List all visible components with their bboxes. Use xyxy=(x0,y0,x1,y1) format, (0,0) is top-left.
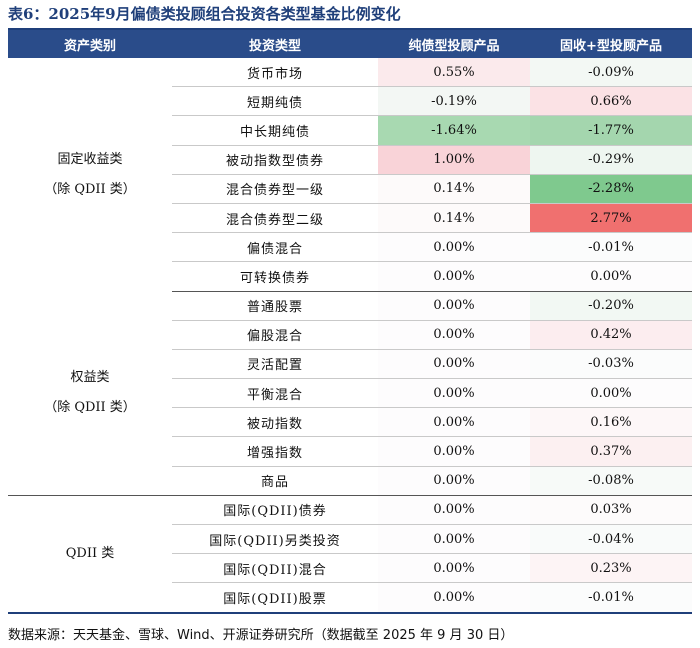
fixed-income-plus-value: -0.08% xyxy=(530,466,692,496)
fixed-income-plus-value: 0.66% xyxy=(530,86,692,117)
type-cell: 可转换债券 xyxy=(172,261,378,292)
table-row: 短期纯债 -0.19% 0.66% xyxy=(8,86,692,117)
pure-bond-value: 0.00% xyxy=(378,466,530,496)
type-cell: 偏股混合 xyxy=(172,320,378,350)
type-cell: 货币市场 xyxy=(172,58,378,88)
fixed-income-plus-value: -0.20% xyxy=(530,291,692,321)
fixed-income-plus-value: -2.28% xyxy=(530,174,692,204)
title-rule xyxy=(8,28,692,30)
table-row: 商品 0.00% -0.08% xyxy=(8,466,692,496)
header-fixed-income-plus: 固收+型投顾产品 xyxy=(530,30,692,58)
table-row: QDII 类 国际(QDII)债券 0.00% 0.03% xyxy=(8,495,692,614)
type-cell: 国际(QDII)股票 xyxy=(172,582,378,614)
fixed-income-plus-value: -0.29% xyxy=(530,145,692,175)
pure-bond-value: 0.00% xyxy=(378,495,530,526)
fixed-income-plus-value: -1.77% xyxy=(530,115,692,146)
header-pure-bond: 纯债型投顾产品 xyxy=(378,30,530,58)
category-label: 固定收益类 xyxy=(57,151,123,167)
pure-bond-value: 0.00% xyxy=(378,436,530,467)
table-row: 平衡混合 0.00% 0.00% xyxy=(8,378,692,409)
table-row: 混合债券型一级 0.14% -2.28% xyxy=(8,174,692,204)
table-row: 权益类 （除 QDII 类） 普通股票 0.00% -0.20% xyxy=(8,291,692,496)
fixed-income-plus-value: 0.00% xyxy=(530,261,692,292)
fixed-income-plus-value: 2.77% xyxy=(530,203,692,234)
type-cell: 混合债券型一级 xyxy=(172,174,378,204)
pure-bond-value: 0.00% xyxy=(378,349,530,380)
pure-bond-value: -1.64% xyxy=(378,115,530,146)
fixed-income-plus-value: -0.09% xyxy=(530,58,692,88)
type-cell: 国际(QDII)另类投资 xyxy=(172,524,378,555)
category-label: 权益类 xyxy=(70,369,110,385)
type-cell: 偏债混合 xyxy=(172,232,378,263)
fixed-income-plus-value: -0.03% xyxy=(530,349,692,380)
table-row: 国际(QDII)混合 0.00% 0.23% xyxy=(8,553,692,584)
type-cell: 国际(QDII)混合 xyxy=(172,553,378,584)
fixed-income-plus-value: 0.03% xyxy=(530,495,692,526)
pure-bond-value: 0.00% xyxy=(378,232,530,263)
type-cell: 被动指数 xyxy=(172,407,378,438)
pure-bond-value: 0.00% xyxy=(378,524,530,555)
pure-bond-value: 0.00% xyxy=(378,582,530,614)
type-cell: 普通股票 xyxy=(172,291,378,321)
type-cell: 中长期纯债 xyxy=(172,115,378,146)
pure-bond-value: -0.19% xyxy=(378,86,530,117)
type-cell: 平衡混合 xyxy=(172,378,378,409)
fixed-income-plus-value: 0.16% xyxy=(530,407,692,438)
pure-bond-value: 0.00% xyxy=(378,378,530,409)
allocation-table: 资产类别 投资类型 纯债型投顾产品 固收+型投顾产品 固定收益类 （除 QDII… xyxy=(8,30,692,614)
type-cell: 增强指数 xyxy=(172,436,378,467)
table-row: 被动指数型债券 1.00% -0.29% xyxy=(8,145,692,175)
category-sublabel: （除 QDII 类） xyxy=(44,181,136,197)
header-investment-type: 投资类型 xyxy=(172,30,378,58)
type-cell: 灵活配置 xyxy=(172,349,378,380)
type-cell: 被动指数型债券 xyxy=(172,145,378,175)
table-row: 被动指数 0.00% 0.16% xyxy=(8,407,692,438)
table-row: 固定收益类 （除 QDII 类） 货币市场 0.55% -0.09% xyxy=(8,58,692,197)
header-asset-class: 资产类别 xyxy=(8,30,172,58)
table-row: 偏债混合 0.00% -0.01% xyxy=(8,232,692,263)
table-row: 中长期纯债 -1.64% -1.77% xyxy=(8,115,692,146)
header-row: 资产类别 投资类型 纯债型投顾产品 固收+型投顾产品 xyxy=(8,30,692,58)
table-row: 灵活配置 0.00% -0.03% xyxy=(8,349,692,380)
fixed-income-plus-value: -0.01% xyxy=(530,582,692,614)
category-equity: 权益类 （除 QDII 类） xyxy=(8,291,172,496)
type-cell: 商品 xyxy=(172,466,378,496)
category-fixed-income: 固定收益类 （除 QDII 类） xyxy=(8,58,172,291)
category-sublabel: （除 QDII 类） xyxy=(44,399,136,415)
fixed-income-plus-value: 0.23% xyxy=(530,553,692,584)
pure-bond-value: 0.00% xyxy=(378,320,530,350)
table-row: 国际(QDII)股票 0.00% -0.01% xyxy=(8,582,692,614)
table-title: 表6：2025年9月偏债类投顾组合投资各类型基金比例变化 xyxy=(8,5,401,23)
table-row: 混合债券型二级 0.14% 2.77% xyxy=(8,203,692,234)
table-row: 国际(QDII)另类投资 0.00% -0.04% xyxy=(8,524,692,555)
fixed-income-plus-value: -0.04% xyxy=(530,524,692,555)
pure-bond-value: 0.14% xyxy=(378,203,530,234)
fixed-income-plus-value: -0.01% xyxy=(530,232,692,263)
category-qdii: QDII 类 xyxy=(8,495,172,614)
table-row: 增强指数 0.00% 0.37% xyxy=(8,436,692,467)
category-label: QDII 类 xyxy=(65,545,115,561)
pure-bond-value: 0.55% xyxy=(378,58,530,88)
pure-bond-value: 0.00% xyxy=(378,407,530,438)
data-source-note: 数据来源：天天基金、雪球、Wind、开源证券研究所（数据截至 2025 年 9 … xyxy=(8,628,514,643)
type-cell: 国际(QDII)债券 xyxy=(172,495,378,526)
pure-bond-value: 0.00% xyxy=(378,261,530,292)
table-row: 可转换债券 0.00% 0.00% xyxy=(8,261,692,292)
table-row: 偏股混合 0.00% 0.42% xyxy=(8,320,692,350)
fixed-income-plus-value: 0.37% xyxy=(530,436,692,467)
type-cell: 混合债券型二级 xyxy=(172,203,378,234)
type-cell: 短期纯债 xyxy=(172,86,378,117)
fixed-income-plus-value: 0.42% xyxy=(530,320,692,350)
pure-bond-value: 0.14% xyxy=(378,174,530,204)
fixed-income-plus-value: 0.00% xyxy=(530,378,692,409)
pure-bond-value: 0.00% xyxy=(378,291,530,321)
pure-bond-value: 0.00% xyxy=(378,553,530,584)
pure-bond-value: 1.00% xyxy=(378,145,530,175)
